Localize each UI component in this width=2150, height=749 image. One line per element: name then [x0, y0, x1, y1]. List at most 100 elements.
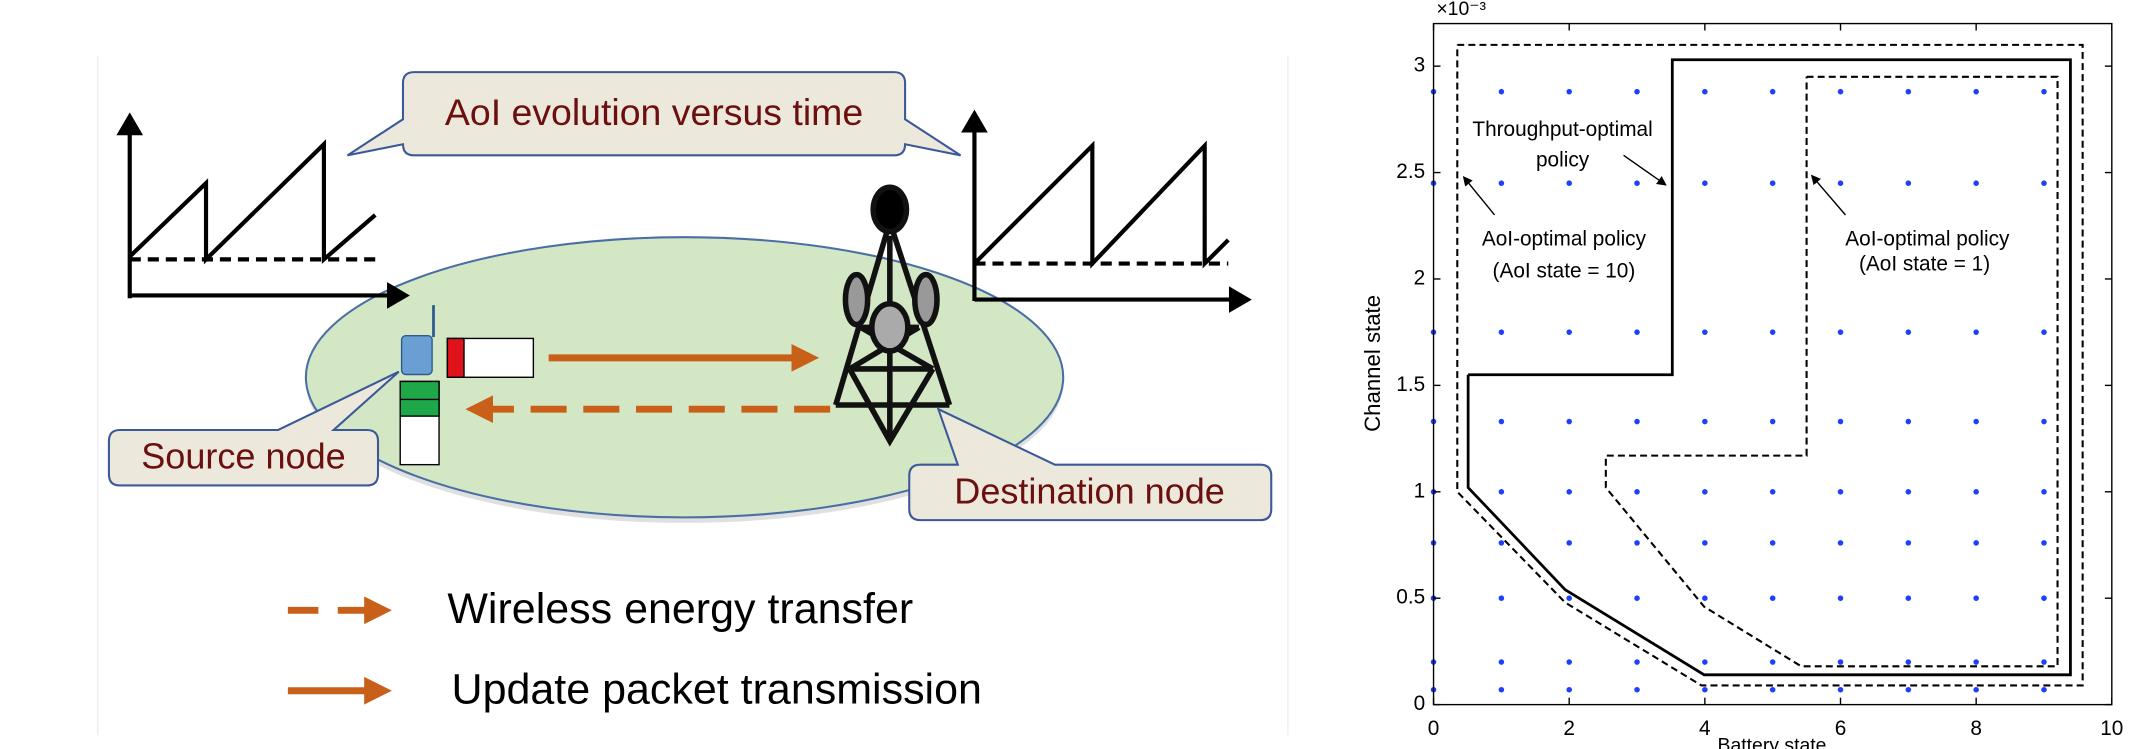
y-tick-label: 2 — [1414, 266, 1426, 289]
y-tick-label: 1.5 — [1396, 373, 1425, 396]
state-point — [1770, 89, 1776, 95]
annotation-arrow — [1464, 178, 1495, 215]
state-point — [1838, 687, 1844, 693]
state-point — [1838, 540, 1844, 546]
state-point — [1634, 659, 1640, 665]
state-point — [2041, 419, 2047, 425]
state-point — [1973, 89, 1979, 95]
state-point — [1566, 329, 1572, 335]
state-point — [1566, 89, 1572, 95]
state-point — [1906, 329, 1912, 335]
sensor-device — [402, 336, 433, 375]
state-point — [1838, 180, 1844, 186]
state-point — [2041, 489, 2047, 495]
state-point — [1906, 89, 1912, 95]
x-tick-label: 8 — [1970, 717, 1982, 740]
y-axis-label: Channel state — [1360, 295, 1385, 432]
state-point — [1770, 687, 1776, 693]
policy-boundary — [1457, 45, 2082, 686]
state-point — [2041, 595, 2047, 601]
state-point — [1702, 540, 1708, 546]
legend-label: Wireless energy transfer — [447, 585, 913, 633]
axis-exponent: ×10⁻³ — [1436, 0, 1486, 20]
state-point — [1702, 180, 1708, 186]
x-tick-label: 2 — [1563, 717, 1575, 740]
annotation: AoI-optimal policy — [1482, 227, 1647, 250]
y-tick-label: 0.5 — [1396, 586, 1425, 609]
state-point — [1770, 595, 1776, 601]
state-point — [1499, 419, 1505, 425]
annotation: policy — [1536, 148, 1590, 171]
state-point — [1973, 180, 1979, 186]
state-point — [1906, 419, 1912, 425]
state-point — [1702, 419, 1708, 425]
tower — [836, 187, 950, 441]
state-point — [1906, 687, 1912, 693]
state-point — [1770, 329, 1776, 335]
state-point — [1973, 329, 1979, 335]
state-point — [1838, 595, 1844, 601]
destination-label: Destination node — [954, 470, 1225, 511]
state-point — [1973, 489, 1979, 495]
state-point — [1499, 595, 1505, 601]
x-tick-label: 4 — [1699, 717, 1711, 740]
state-point — [1634, 540, 1640, 546]
x-tick-label: 6 — [1835, 717, 1847, 740]
state-point — [1770, 419, 1776, 425]
state-point — [1634, 180, 1640, 186]
state-point — [1499, 489, 1505, 495]
state-point — [1973, 595, 1979, 601]
state-point — [1566, 180, 1572, 186]
annotation: AoI-optimal policy — [1845, 227, 2010, 250]
annotation: (AoI state = 10) — [1493, 259, 1636, 282]
state-point — [1499, 180, 1505, 186]
annotation: (AoI state = 1) — [1859, 252, 1990, 275]
source-label: Source node — [141, 436, 345, 477]
state-point — [1634, 89, 1640, 95]
state-point — [1702, 489, 1708, 495]
state-point — [1634, 687, 1640, 693]
state-point — [1973, 687, 1979, 693]
battery-level — [447, 338, 464, 377]
state-point — [1906, 180, 1912, 186]
state-point — [1770, 489, 1776, 495]
state-point — [1906, 595, 1912, 601]
state-point — [1566, 659, 1572, 665]
legend-label: Update packet transmission — [452, 665, 982, 713]
state-point — [2041, 89, 2047, 95]
state-point — [1838, 419, 1844, 425]
state-point — [2041, 540, 2047, 546]
state-point — [1973, 659, 1979, 665]
x-tick-label: 10 — [2100, 717, 2123, 740]
state-point — [1499, 687, 1505, 693]
state-point — [1770, 540, 1776, 546]
state-point — [1973, 419, 1979, 425]
page: {"diagram": { "callout_title": "AoI evol… — [0, 0, 2150, 749]
state-point — [1499, 329, 1505, 335]
state-point — [1906, 540, 1912, 546]
state-point — [1702, 89, 1708, 95]
state-point — [1566, 595, 1572, 601]
state-point — [1906, 659, 1912, 665]
state-point — [1838, 659, 1844, 665]
state-point — [2041, 329, 2047, 335]
callout-text: AoI evolution versus time — [445, 91, 863, 133]
state-point — [1702, 687, 1708, 693]
state-point — [1770, 180, 1776, 186]
state-point — [1634, 329, 1640, 335]
state-point — [1838, 329, 1844, 335]
state-point — [1566, 489, 1572, 495]
state-point — [1838, 489, 1844, 495]
y-tick-label: 3 — [1414, 54, 1426, 77]
state-point — [1499, 540, 1505, 546]
y-tick-label: 2.5 — [1396, 160, 1425, 183]
annotation-arrow — [1624, 155, 1666, 184]
annotation: Throughput-optimal — [1472, 118, 1652, 141]
state-point — [2041, 687, 2047, 693]
state-point — [2041, 180, 2047, 186]
state-point — [1702, 595, 1708, 601]
diagram: AoI evolution versus time Source node De… — [98, 55, 1288, 735]
state-point — [1702, 329, 1708, 335]
y-tick-label: 0 — [1414, 692, 1426, 715]
